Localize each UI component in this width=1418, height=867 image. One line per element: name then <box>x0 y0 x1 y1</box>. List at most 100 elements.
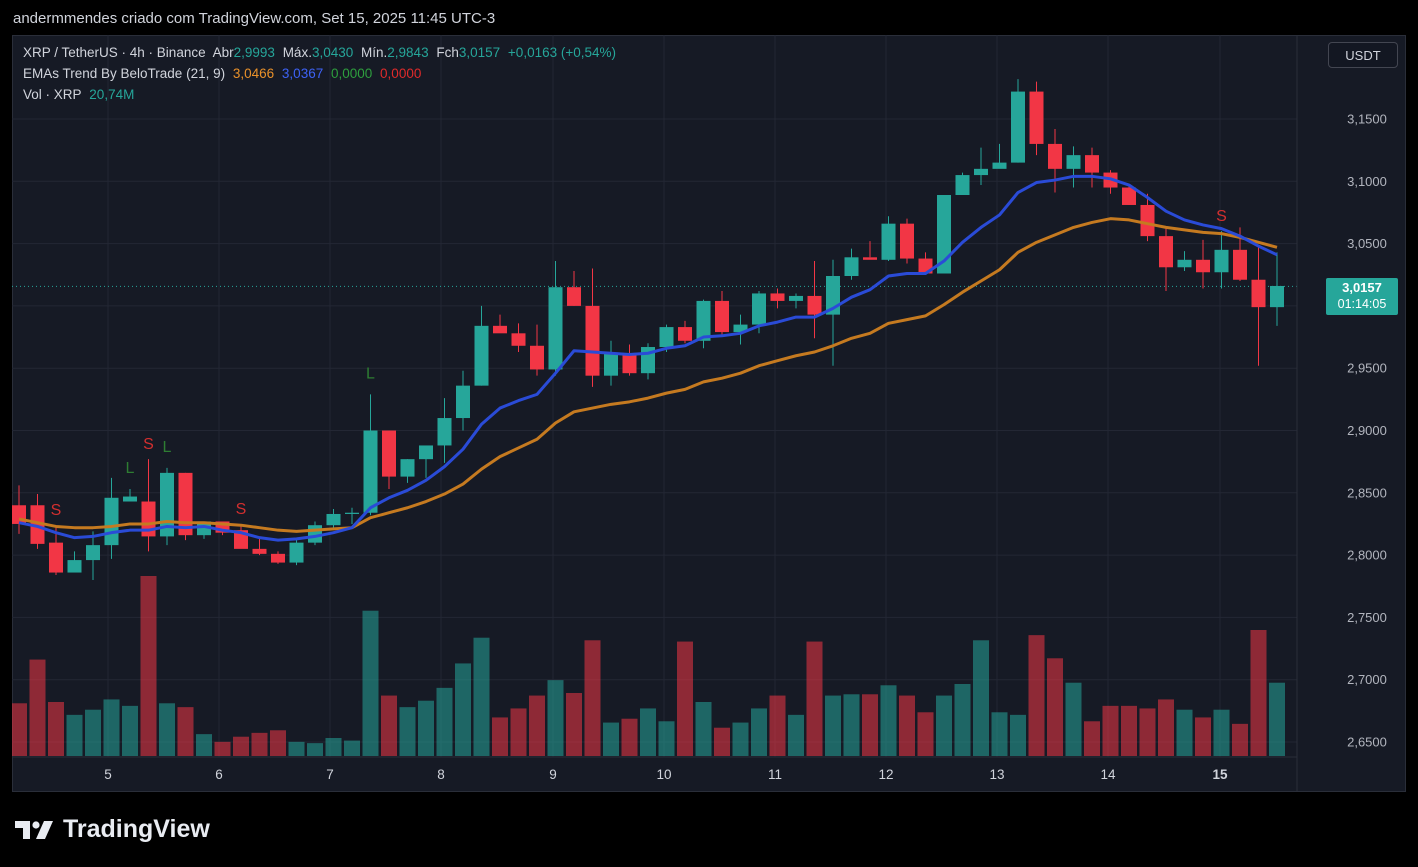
volume-bar <box>677 641 693 756</box>
volume-bar <box>473 637 490 756</box>
low-label: Mín. <box>361 45 388 60</box>
volume-bar <box>325 738 342 756</box>
indicator-name: EMAs Trend By BeloTrade (21, 9) <box>23 66 226 81</box>
volume-bar <box>1010 714 1026 756</box>
candle-body <box>1048 143 1062 169</box>
legend-symbol-row: XRP / TetherUS · 4h · Binance Abr2,9993 … <box>23 45 620 60</box>
volume-bar <box>769 695 786 756</box>
ema-fast-line <box>18 174 1278 542</box>
y-tick-label: 2,9000 <box>1347 423 1387 438</box>
candle <box>382 430 396 490</box>
candle <box>530 324 544 376</box>
volume-bar <box>251 732 268 756</box>
volume-bar <box>362 610 379 756</box>
candle <box>474 305 489 386</box>
candle-body <box>789 295 803 301</box>
indicator-value-3: 0,0000 <box>330 66 373 81</box>
volume-bar <box>936 695 952 756</box>
candle <box>844 248 859 280</box>
y-tick-label: 2,8500 <box>1347 485 1387 500</box>
y-tick-label: 3,1500 <box>1347 112 1387 127</box>
candle-body <box>622 353 637 374</box>
candle-body <box>1029 91 1044 144</box>
candle-body <box>363 430 378 513</box>
last-price-tag: 3,0157 01:14:05 <box>1326 278 1398 315</box>
candle-body <box>1085 155 1099 173</box>
volume-bar <box>529 695 545 756</box>
signal-short-label: S <box>143 436 154 453</box>
candle <box>67 551 82 573</box>
volume-bar <box>825 695 841 756</box>
candle <box>992 143 1007 169</box>
candle <box>123 489 137 502</box>
candle-body <box>289 542 304 563</box>
volume-bar <box>899 695 915 756</box>
candle-body <box>326 513 341 526</box>
candle-body <box>881 223 896 260</box>
candle-body <box>1159 236 1173 268</box>
indicator-value-4: 0,0000 <box>380 66 422 81</box>
volume-bar <box>603 722 619 756</box>
candle <box>252 537 267 556</box>
volume-bar <box>418 700 434 756</box>
candle-body <box>696 300 711 341</box>
candle-body <box>345 512 359 514</box>
candle-body <box>937 195 951 274</box>
candle-body <box>1270 285 1284 308</box>
candle <box>271 551 285 564</box>
candle-body <box>678 327 692 341</box>
volume-bar <box>233 736 249 756</box>
candle <box>789 293 803 309</box>
tradingview-logo-icon <box>15 820 53 839</box>
candle-body <box>67 560 82 573</box>
candle <box>585 268 600 387</box>
volume-bar <box>12 703 27 756</box>
candle <box>197 521 211 539</box>
candle-body <box>493 325 507 334</box>
candle <box>1085 147 1099 188</box>
volume-bar <box>510 708 527 756</box>
candle-body <box>974 168 988 176</box>
candle-body <box>863 257 877 260</box>
volume-bar <box>381 695 397 756</box>
candle-body <box>659 327 674 348</box>
low-value: 2,9843 <box>387 45 429 60</box>
volume-bar <box>566 693 582 756</box>
y-tick-label: 3,0500 <box>1347 236 1387 251</box>
candle <box>345 507 359 524</box>
candle-body <box>530 345 544 370</box>
candle-body <box>49 542 63 573</box>
volume-bar <box>788 714 804 756</box>
author-caption: andermmendes criado com TradingView.com,… <box>13 10 496 27</box>
candle <box>1251 246 1266 366</box>
x-tick-label: 13 <box>989 767 1004 782</box>
volume-bar <box>843 694 860 756</box>
volume-bar <box>658 721 675 756</box>
candle-body <box>715 300 729 333</box>
volume-bar <box>751 708 767 756</box>
candle <box>493 314 507 334</box>
signal-short-label: S <box>51 502 62 519</box>
currency-button[interactable]: USDT <box>1328 42 1398 68</box>
volume-bar <box>1121 705 1137 756</box>
candle-body <box>1177 259 1192 268</box>
volume-bar <box>640 708 656 756</box>
volume-bar <box>1084 721 1100 756</box>
volume-bar <box>991 712 1008 756</box>
candle <box>326 508 341 531</box>
candle <box>1066 146 1081 188</box>
candle-body <box>1122 187 1136 205</box>
chart-panel[interactable] <box>12 35 1406 792</box>
volume-bar <box>862 694 878 756</box>
volume-bar <box>66 714 83 756</box>
change-value: +0,0163 (+0,54%) <box>507 45 617 60</box>
candle <box>234 523 248 549</box>
brand-logo[interactable]: TradingView <box>15 815 210 844</box>
candle-body <box>419 445 433 460</box>
candle-body <box>733 324 748 333</box>
signal-short-label: S <box>1216 208 1227 225</box>
signal-long-label: L <box>163 439 172 456</box>
bar-countdown: 01:14:05 <box>1337 297 1387 311</box>
signal-long-label: L <box>366 365 375 382</box>
